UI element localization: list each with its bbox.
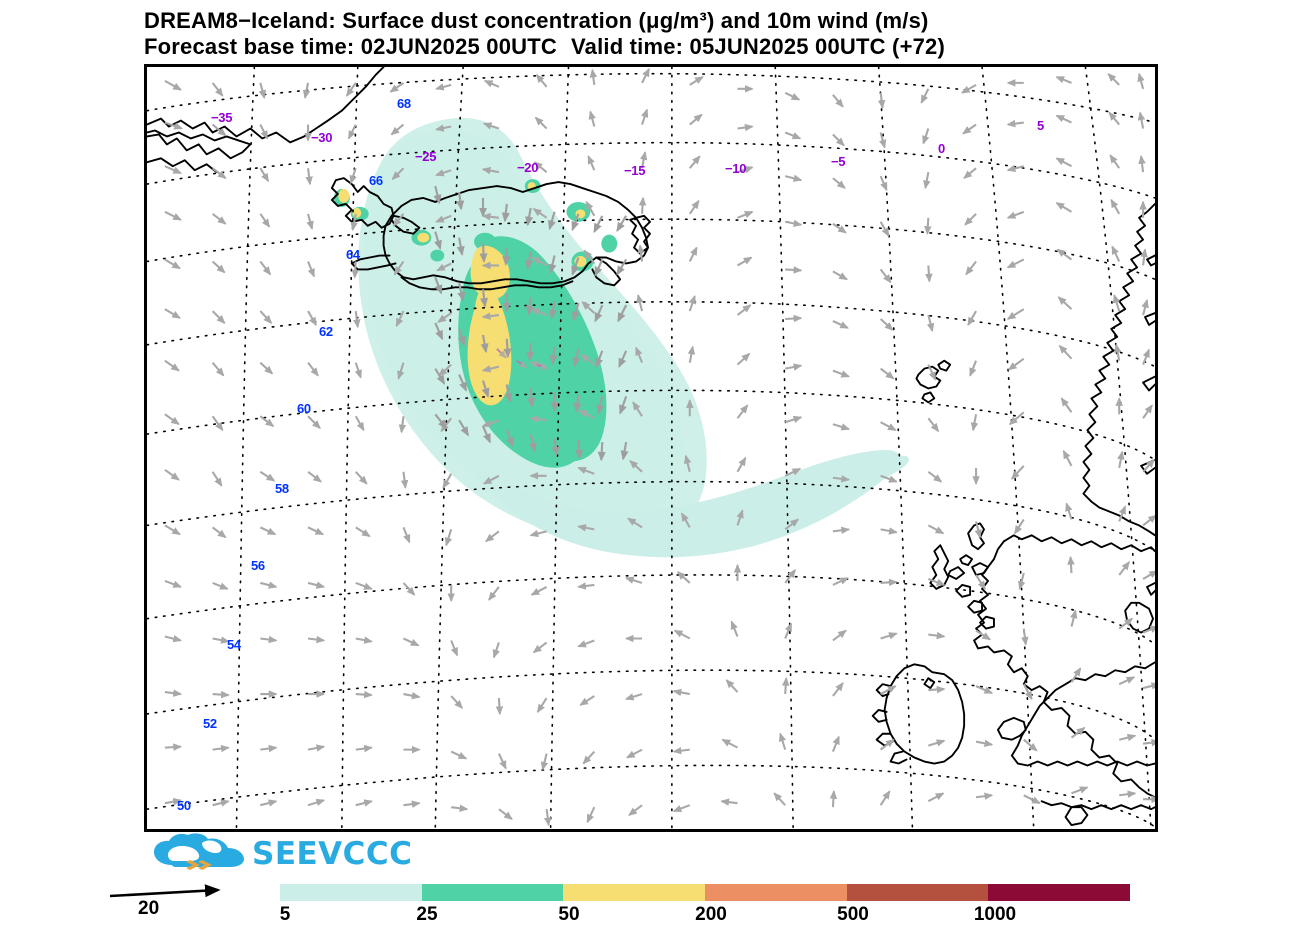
colorbar-band-1000-up	[988, 884, 1131, 901]
lon-label--20: −20	[517, 160, 539, 175]
wind-vectors-dense	[433, 185, 629, 462]
colorbar-band-50-200	[563, 884, 706, 901]
wind-vectors	[164, 67, 1155, 827]
seevccc-logo[interactable]	[152, 833, 362, 875]
lon-label--15: −15	[624, 163, 646, 178]
lat-label-64: 64	[346, 247, 360, 262]
lat-label-68: 68	[397, 96, 411, 111]
coastlines	[147, 67, 1155, 826]
wind-reference-vector	[109, 884, 221, 898]
lon-label--25: −25	[415, 149, 437, 164]
wind-vectors-plume	[496, 348, 549, 370]
lon-label-0: 0	[938, 141, 945, 156]
colorbar-band-25-50	[421, 884, 564, 901]
lat-label-56: 56	[251, 558, 265, 573]
lat-label-62: 62	[319, 324, 333, 339]
forecast-base-time: Forecast base time: 02JUN2025 00UTC	[144, 34, 557, 59]
colorbar-ticks: 5 25 50 200 500 1000	[280, 904, 1130, 930]
colorbar-band-5-25	[280, 884, 422, 901]
colorbar-band-200-500	[705, 884, 847, 901]
map-canvas	[147, 67, 1155, 829]
title-line-2: Forecast base time: 02JUN2025 00UTC Valid…	[144, 34, 1284, 60]
forecast-map[interactable]: −35 −30 −25 −20 −15 −10 −5 0 5 68 66 64 …	[144, 64, 1158, 832]
lat-label-58: 58	[275, 481, 289, 496]
wind-arrow-icon	[109, 884, 221, 898]
colorbar-tick-50: 50	[558, 904, 580, 925]
lon-label--35: −35	[211, 110, 233, 125]
lon-label-5: 5	[1037, 118, 1044, 133]
lat-label-52: 52	[203, 716, 217, 731]
lat-label-50: 50	[177, 798, 191, 813]
lon-label--30: −30	[311, 130, 333, 145]
colorbar-tick-5: 5	[279, 904, 291, 925]
colorbar-tick-25: 25	[416, 904, 438, 925]
wind-key-label: 20	[138, 898, 160, 919]
colorbar-tick-200: 200	[695, 904, 727, 925]
seevccc-logo-text: SEEVCCC	[252, 836, 413, 872]
cloud-icon	[154, 833, 244, 870]
colorbar[interactable]	[280, 884, 1131, 901]
colorbar-tick-500: 500	[837, 904, 869, 925]
valid-time: Valid time: 05JUN2025 00UTC (+72)	[570, 34, 946, 59]
page-title: DREAM8−Iceland: Surface dust concentrati…	[144, 8, 1284, 60]
lat-label-60: 60	[297, 401, 311, 416]
colorbar-band-500-1000	[846, 884, 989, 901]
lon-label--5: −5	[831, 154, 846, 169]
lat-label-66: 66	[369, 173, 383, 188]
colorbar-tick-1000: 1000	[973, 904, 1017, 925]
title-line-1: DREAM8−Iceland: Surface dust concentrati…	[144, 8, 929, 33]
lat-label-54: 54	[227, 637, 241, 652]
lon-label--10: −10	[725, 161, 747, 176]
